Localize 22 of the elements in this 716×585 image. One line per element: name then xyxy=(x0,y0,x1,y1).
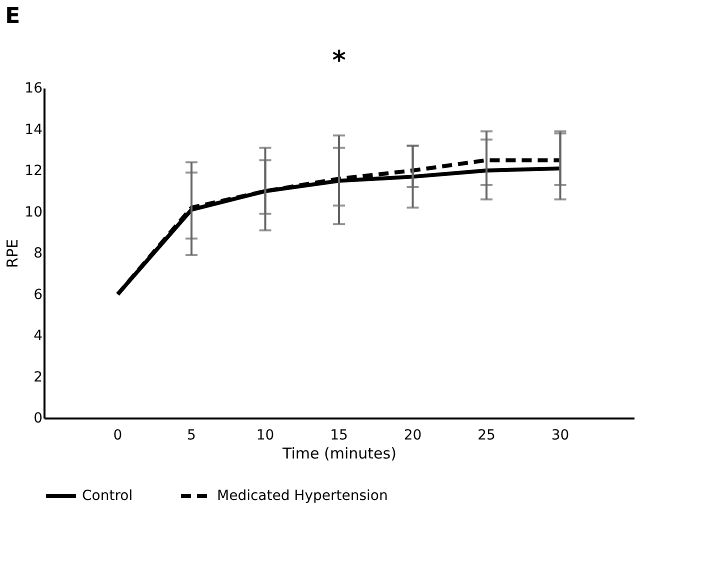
y-tick-label: 12 xyxy=(24,163,42,179)
y-tick-label: 0 xyxy=(34,410,42,426)
y-axis-title: RPE xyxy=(4,239,22,268)
x-axis-title: Time (minutes) xyxy=(282,444,396,462)
y-tick-label: 4 xyxy=(34,328,43,344)
legend-label: Medicated Hypertension xyxy=(217,488,388,504)
x-tick-label: 30 xyxy=(551,428,570,444)
text: * xyxy=(332,46,346,76)
x-tick-label: 5 xyxy=(187,428,196,444)
y-tick-label: 16 xyxy=(24,80,43,96)
x-tick-label: 10 xyxy=(256,428,274,444)
x-tick-label: 15 xyxy=(330,428,348,444)
y-tick-label: 8 xyxy=(34,246,42,262)
chart-title: E xyxy=(5,4,20,29)
legend-label: Control xyxy=(82,488,133,504)
x-tick-label: 25 xyxy=(478,428,496,444)
x-tick-label: 0 xyxy=(113,428,122,444)
y-tick-label: 2 xyxy=(34,369,42,386)
y-tick-label: 14 xyxy=(24,122,43,138)
y-tick-label: 10 xyxy=(24,204,42,220)
x-tick-label: 20 xyxy=(404,428,422,444)
y-tick-label: 6 xyxy=(34,286,43,303)
